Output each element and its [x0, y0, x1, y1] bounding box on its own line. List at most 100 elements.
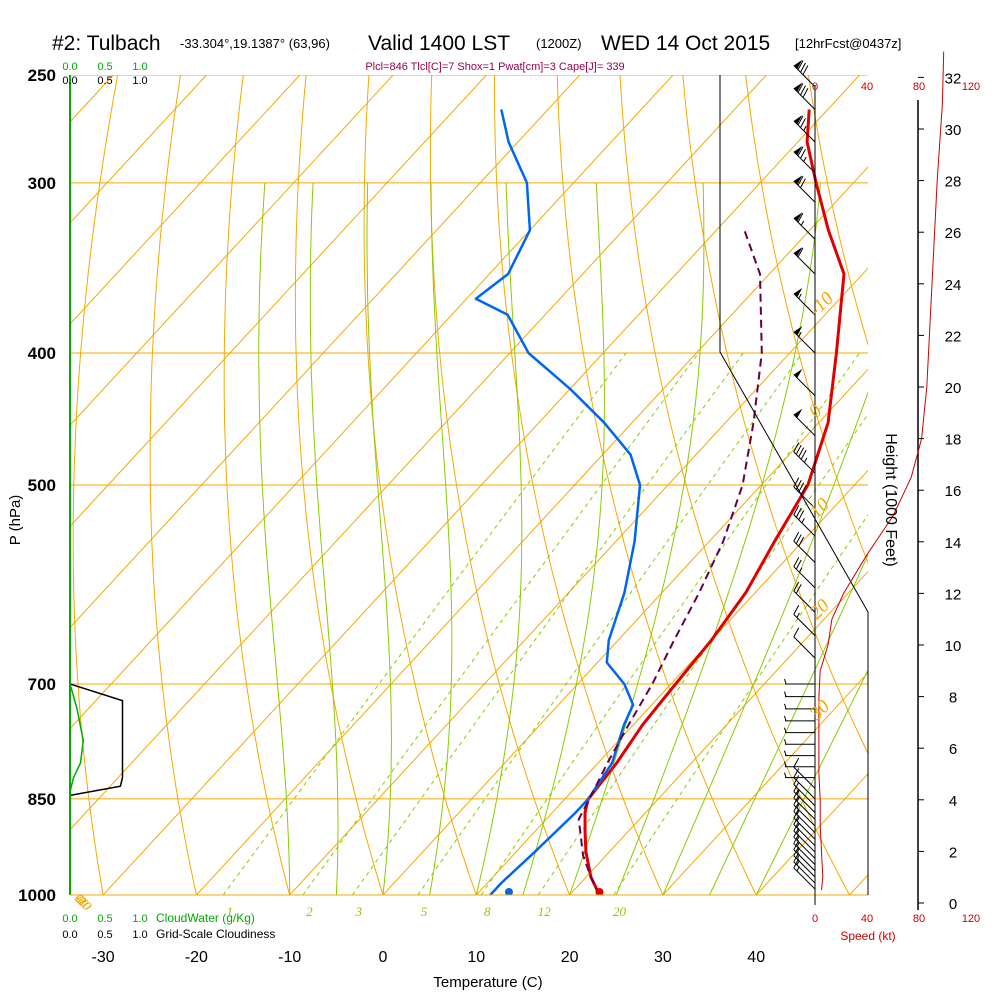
wind-barb-flag — [793, 581, 800, 592]
wind-barb-staff — [793, 784, 816, 807]
wind-barb — [784, 678, 815, 685]
wind-barb — [784, 739, 815, 745]
wind-barb-half-flag — [803, 125, 807, 131]
wind-barb-staff — [793, 451, 816, 474]
temperature-tick-label: 10 — [467, 949, 485, 966]
wind-barb — [784, 703, 815, 710]
mixing-ratio-line — [351, 352, 744, 895]
wind-barb — [793, 247, 816, 275]
wind-barb — [793, 557, 816, 589]
cloudiness-profile — [70, 683, 124, 797]
wind-barb-staff — [793, 861, 816, 884]
wind-barb-staff — [793, 540, 816, 563]
wind-barb-pennant — [793, 59, 803, 70]
wind-barb-flag — [793, 505, 800, 515]
wind-barb-staff — [793, 151, 816, 174]
height-tick-label: 0 — [949, 896, 957, 913]
wind-barb-staff — [793, 830, 816, 853]
speed-tick-label-top: 0 — [812, 81, 818, 93]
dry-adiabat-line — [745, 75, 868, 565]
wind-speed-profile — [818, 51, 945, 891]
isotherm-line — [382, 368, 868, 895]
wind-barb-pennant — [793, 115, 803, 125]
isotherm-label: 0 — [805, 400, 827, 422]
wind-barb-half-flag — [784, 691, 787, 697]
height-tick-label: 14 — [945, 535, 962, 552]
wind-barb-staff — [793, 849, 816, 872]
wind-barb-staff — [793, 867, 816, 890]
chart-title-station: #2: Tulbach — [52, 32, 161, 55]
speed-tick-label-bottom: 40 — [861, 913, 873, 925]
height-tick-label: 24 — [945, 277, 962, 294]
wind-barb-half-flag — [801, 518, 805, 524]
wind-barb — [793, 212, 816, 240]
height-tick-label: 26 — [945, 225, 962, 242]
cloud-water-tick-bottom: 1.0 — [132, 913, 147, 925]
wind-barb-staff — [793, 374, 816, 397]
wind-barb-half-flag — [798, 331, 802, 337]
cloudiness-tick-top: 1.0 — [132, 75, 147, 87]
dry-adiabat-line — [556, 75, 757, 895]
chart-title-utc: (1200Z) — [536, 36, 582, 51]
wind-barb-flag — [797, 115, 804, 126]
height-tick-label: 16 — [945, 483, 962, 500]
wind-barb-half-flag — [796, 803, 800, 809]
isotherm-line — [70, 75, 207, 224]
wind-barb-flag — [795, 444, 802, 455]
isotherm-line — [70, 75, 767, 831]
chart-title-forecast: [12hrFcst@0437z] — [795, 36, 901, 51]
chart-title-valid: Valid 1400 LST — [368, 32, 510, 55]
wind-barb — [784, 691, 815, 698]
wind-barb-staff — [793, 120, 816, 143]
wind-barb-staff — [793, 590, 816, 613]
wind-barb — [793, 768, 816, 800]
height-tick-label: 8 — [949, 690, 957, 707]
wind-barb-flag — [797, 83, 804, 93]
speed-tick-label-top: 120 — [962, 81, 980, 93]
wind-barb-half-flag — [799, 567, 803, 573]
dry-adiabat-line — [363, 75, 477, 895]
wind-barb — [793, 408, 816, 437]
mixing-ratio-label: 8 — [484, 904, 491, 919]
wind-barb-flag — [802, 88, 809, 98]
height-tick-label: 18 — [945, 432, 962, 449]
wind-barb-flag — [793, 768, 800, 778]
wind-barb — [784, 772, 815, 779]
height-tick-label: 20 — [945, 380, 962, 397]
wind-barb-staff — [793, 855, 816, 878]
parcel-trace — [577, 229, 763, 895]
wind-barb-flag — [800, 449, 807, 460]
wind-barb — [793, 604, 816, 636]
speed-tick-label-bottom: 0 — [812, 913, 818, 925]
wind-barb-pennant — [793, 212, 803, 222]
wind-barb-staff — [793, 824, 816, 847]
wind-barb-staff — [793, 293, 816, 316]
wind-barb — [793, 82, 816, 110]
cloud-water-tick-top: 1.0 — [132, 61, 147, 73]
wind-barb-flag — [795, 480, 802, 490]
temperature-tick-label: -20 — [185, 949, 208, 966]
wind-barb-half-flag — [784, 727, 787, 733]
wind-barb-staff — [793, 486, 816, 509]
cloudiness-tick-bottom: 1.0 — [132, 929, 147, 941]
chart-title-coords: -33.304°,19.1387° (63,96) — [180, 36, 330, 51]
wind-barb — [793, 531, 816, 563]
temperature-tick-label: 0 — [379, 949, 388, 966]
wind-barb-staff — [793, 566, 816, 589]
isotherm-line — [70, 75, 581, 629]
wind-barb-staff — [793, 65, 816, 88]
wind-barb-flag — [795, 559, 802, 570]
mixing-ratio-line — [480, 352, 860, 895]
wind-barb-staff — [793, 811, 816, 834]
isotherm-line — [662, 671, 868, 895]
temperature-tick-label: -10 — [278, 949, 301, 966]
cloudiness-tick-top: 0.0 — [62, 75, 77, 87]
cloudiness-tick-bottom: 0.0 — [62, 929, 77, 941]
wind-barb-half-flag — [796, 789, 800, 795]
height-axis-title: Height (1000 Feet) — [882, 433, 899, 566]
pressure-tick-label: 400 — [28, 344, 56, 363]
wind-barb-half-flag — [798, 293, 802, 299]
wind-barb-pennant — [793, 368, 803, 379]
temperature-tick-label: 30 — [654, 949, 672, 966]
wind-barb-flag — [793, 531, 800, 542]
